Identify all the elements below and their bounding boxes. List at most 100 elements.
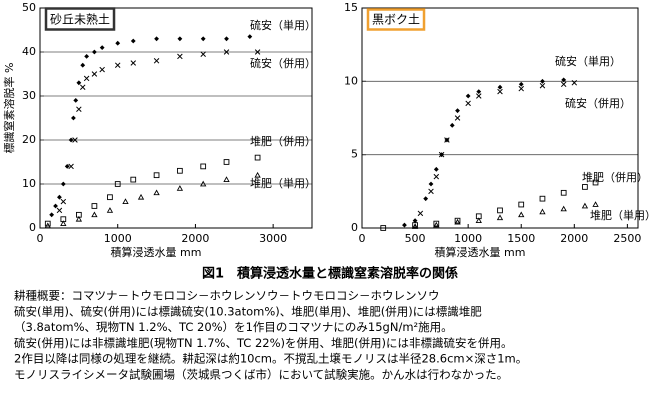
point xyxy=(68,163,74,170)
caption-line: （3.8atom%、現物TN 1.2%、TC 20%）を1作目のコマツナにのみ1… xyxy=(14,320,453,334)
point xyxy=(571,80,578,86)
point xyxy=(497,88,503,95)
point xyxy=(56,207,63,214)
point xyxy=(539,82,546,89)
series-label: 硫安（併用） xyxy=(565,96,631,110)
point xyxy=(465,93,471,99)
point xyxy=(411,223,419,229)
point xyxy=(560,81,567,88)
point xyxy=(497,84,503,90)
x-tick-label: 0 xyxy=(37,232,44,245)
series xyxy=(49,34,253,218)
panel-label-box xyxy=(44,7,116,31)
point xyxy=(64,164,70,169)
point xyxy=(223,159,230,165)
caption-title: 図1 積算浸透水量と標識窒素溶脱率の関係 xyxy=(202,266,458,282)
point xyxy=(200,36,206,42)
point xyxy=(540,78,545,84)
point xyxy=(80,62,86,68)
point xyxy=(114,62,121,68)
x-tick-label: 1500 xyxy=(507,232,535,245)
point xyxy=(454,115,461,121)
point xyxy=(76,80,82,86)
point xyxy=(428,188,434,195)
point xyxy=(44,222,51,229)
x-axis-label: 積算浸透水量 mm xyxy=(435,245,526,259)
point xyxy=(200,51,206,57)
series-label: 堆肥（単用） xyxy=(250,176,316,190)
caption-line: 硫安(単用)、硫安(併用)には標識硫安(10.3atom%)、堆肥(単用)、堆肥… xyxy=(14,304,482,318)
point xyxy=(518,85,524,92)
point xyxy=(417,210,424,217)
point xyxy=(475,217,482,224)
series-label: 硫安（単用） xyxy=(555,54,621,68)
x-tick-label: 1000 xyxy=(104,232,132,245)
point xyxy=(438,151,445,158)
point xyxy=(177,167,183,174)
series xyxy=(44,171,261,229)
point xyxy=(60,220,67,226)
point xyxy=(428,181,434,187)
point xyxy=(84,54,90,59)
point xyxy=(153,172,160,179)
point xyxy=(44,220,51,227)
point xyxy=(433,220,440,227)
point xyxy=(176,185,184,191)
point xyxy=(130,60,137,66)
point xyxy=(99,66,105,73)
caption-line: 硫安(併用)には非標識堆肥(現物TN 1.7%、TC 22%)を併用、堆肥(併用… xyxy=(14,336,513,350)
point xyxy=(433,221,440,228)
point xyxy=(91,203,98,209)
point xyxy=(423,196,429,202)
y-tick-label: 40 xyxy=(22,45,36,58)
point xyxy=(68,137,74,143)
series-label: 堆肥（併用） xyxy=(250,134,316,148)
point xyxy=(561,77,567,83)
point xyxy=(412,222,418,228)
point xyxy=(153,58,160,64)
point xyxy=(254,154,261,161)
point xyxy=(539,195,546,202)
point xyxy=(539,208,546,215)
point xyxy=(254,49,261,55)
series xyxy=(402,77,567,228)
x-tick-label: 3000 xyxy=(259,232,287,245)
point xyxy=(154,36,159,42)
caption-line: 耕種概要：コマツナ－トウモロコシ－ホウレンソウ－トウモロコシ－ホウレンソウ xyxy=(14,289,440,303)
point xyxy=(247,34,253,39)
point xyxy=(454,217,461,224)
point xyxy=(83,75,90,82)
series-label: 堆肥（単用） xyxy=(590,208,656,222)
point xyxy=(223,49,230,55)
point xyxy=(496,214,504,221)
point xyxy=(107,194,113,201)
point xyxy=(433,173,440,180)
point xyxy=(53,203,58,209)
point xyxy=(57,194,62,200)
point xyxy=(592,179,599,186)
point xyxy=(476,93,482,99)
point xyxy=(518,211,525,218)
series xyxy=(417,80,578,217)
point xyxy=(592,201,599,207)
point xyxy=(153,189,160,196)
point xyxy=(433,166,439,172)
series xyxy=(380,179,599,231)
point xyxy=(581,202,589,209)
panel-label-box xyxy=(366,8,426,31)
point xyxy=(73,98,79,103)
series xyxy=(44,154,261,227)
point xyxy=(114,181,121,187)
point xyxy=(99,45,105,50)
caption-line: モノリスライシメータ試験圃場（茨城県つくば市）において試験実施。かん水は行わなか… xyxy=(14,368,508,382)
point xyxy=(518,201,525,208)
point xyxy=(115,40,121,46)
point xyxy=(76,106,82,112)
y-tick-label: 0 xyxy=(351,221,358,234)
y-tick-label: 15 xyxy=(344,1,358,14)
point xyxy=(106,207,114,213)
caption-line: 2作目以降は同様の処理を継続。耕起深は約10cm。不撹乱土壌モノリスは半径28.… xyxy=(14,352,527,366)
point xyxy=(91,211,98,218)
y-tick-label: 10 xyxy=(22,177,36,190)
